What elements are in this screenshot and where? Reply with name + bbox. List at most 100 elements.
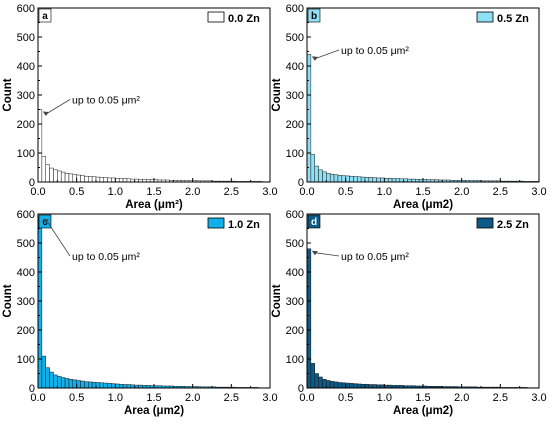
histogram-bar bbox=[92, 382, 96, 388]
panel-label: d bbox=[311, 217, 317, 228]
y-tick-label: 200 bbox=[17, 119, 35, 131]
annotation-text: up to 0.05 μm² bbox=[72, 251, 140, 263]
x-tick-label: 3.0 bbox=[262, 186, 277, 198]
histogram-bar bbox=[115, 178, 119, 182]
histogram-bar bbox=[361, 384, 365, 388]
histogram-bar bbox=[373, 178, 377, 182]
histogram-bar bbox=[42, 356, 46, 388]
histogram-bar bbox=[353, 384, 357, 388]
y-tick-label: 600 bbox=[286, 3, 304, 15]
histogram-bar bbox=[350, 176, 354, 182]
histogram-bar bbox=[96, 177, 100, 182]
histogram-bar bbox=[322, 379, 326, 388]
histogram-bar bbox=[346, 176, 350, 182]
histogram-bar bbox=[84, 382, 88, 388]
histogram-bar bbox=[46, 165, 50, 182]
y-tick-label: 300 bbox=[17, 296, 35, 308]
legend-label: 2.5 Zn bbox=[497, 219, 529, 231]
y-tick-label: 200 bbox=[286, 119, 304, 131]
histogram-bar bbox=[50, 168, 54, 182]
histogram-bar bbox=[69, 174, 73, 182]
y-tick-label: 100 bbox=[286, 354, 304, 366]
annotation-arrow-head bbox=[312, 56, 318, 61]
histogram-bar bbox=[311, 363, 315, 388]
histogram-bar bbox=[84, 176, 88, 182]
histogram-bar bbox=[92, 177, 96, 182]
x-tick-label: 0.0 bbox=[299, 186, 314, 198]
y-tick-label: 300 bbox=[17, 90, 35, 102]
y-tick-label: 100 bbox=[17, 354, 35, 366]
histogram-bar bbox=[369, 385, 373, 388]
histogram-bar bbox=[342, 383, 346, 388]
histogram-bar bbox=[353, 176, 357, 182]
histogram-bar bbox=[73, 380, 77, 388]
annotation-arrow-line bbox=[316, 50, 339, 58]
y-tick-label: 400 bbox=[17, 61, 35, 73]
plot-frame bbox=[307, 214, 539, 388]
x-tick-label: 2.5 bbox=[493, 392, 508, 404]
histogram-bar bbox=[57, 171, 61, 182]
histogram-bar bbox=[108, 178, 112, 182]
y-tick-label: 400 bbox=[286, 61, 304, 73]
histogram-bar bbox=[384, 178, 388, 182]
x-tick-label: 3.0 bbox=[262, 392, 277, 404]
histogram-bar bbox=[315, 166, 319, 182]
annotation-text: up to 0.05 μm² bbox=[341, 251, 409, 263]
y-tick-label: 600 bbox=[17, 3, 35, 15]
histogram-bar bbox=[38, 110, 42, 183]
histogram-bar bbox=[119, 179, 123, 182]
histogram-bar bbox=[77, 175, 81, 182]
histogram-bar bbox=[53, 170, 57, 182]
histogram-bar bbox=[357, 177, 361, 182]
annotation-arrow-line bbox=[316, 253, 339, 256]
histogram-bar bbox=[326, 173, 330, 182]
x-tick-label: 1.0 bbox=[108, 186, 123, 198]
x-tick-label: 1.5 bbox=[146, 186, 161, 198]
histogram-bar bbox=[392, 179, 396, 182]
y-tick-label: 500 bbox=[17, 238, 35, 250]
legend-label: 1.0 Zn bbox=[228, 219, 260, 231]
x-tick-label: 1.5 bbox=[415, 392, 430, 404]
histogram-bar bbox=[100, 177, 104, 182]
histogram-bar bbox=[388, 178, 392, 182]
y-tick-label: 400 bbox=[17, 267, 35, 279]
histogram-bar bbox=[50, 372, 54, 388]
x-tick-label: 2.0 bbox=[185, 392, 200, 404]
histogram-bar bbox=[111, 178, 115, 182]
legend-swatch bbox=[477, 218, 493, 228]
y-tick-label: 300 bbox=[286, 90, 304, 102]
x-axis-title: Area (μm2) bbox=[124, 405, 184, 417]
y-tick-label: 500 bbox=[286, 32, 304, 44]
y-tick-label: 300 bbox=[286, 296, 304, 308]
histogram-bar bbox=[338, 382, 342, 388]
histogram-bar bbox=[338, 175, 342, 182]
histogram-bar bbox=[81, 381, 85, 388]
x-tick-label: 1.0 bbox=[377, 186, 392, 198]
x-tick-label: 0.0 bbox=[30, 186, 45, 198]
histogram-bar bbox=[373, 385, 377, 388]
legend-label: 0.0 Zn bbox=[228, 13, 260, 25]
x-tick-label: 2.0 bbox=[454, 186, 469, 198]
histogram-bar bbox=[88, 382, 92, 388]
y-tick-label: 600 bbox=[286, 209, 304, 221]
histogram-bar bbox=[307, 54, 311, 182]
y-axis-title: Count bbox=[271, 284, 283, 317]
histogram-bar bbox=[330, 381, 334, 388]
panel-label: a bbox=[42, 11, 48, 22]
histogram-bar bbox=[104, 383, 108, 388]
annotation-text: up to 0.05 μm² bbox=[341, 45, 409, 57]
histogram-bar bbox=[380, 178, 384, 182]
histogram-bar bbox=[326, 380, 330, 388]
histogram-bar bbox=[119, 384, 123, 388]
histogram-bar bbox=[377, 178, 381, 182]
x-tick-label: 0.5 bbox=[69, 392, 84, 404]
histogram-bar bbox=[330, 174, 334, 182]
y-tick-label: 500 bbox=[17, 32, 35, 44]
y-tick-label: 100 bbox=[286, 148, 304, 160]
histogram-bar bbox=[361, 177, 365, 182]
histogram-bar bbox=[88, 176, 92, 182]
